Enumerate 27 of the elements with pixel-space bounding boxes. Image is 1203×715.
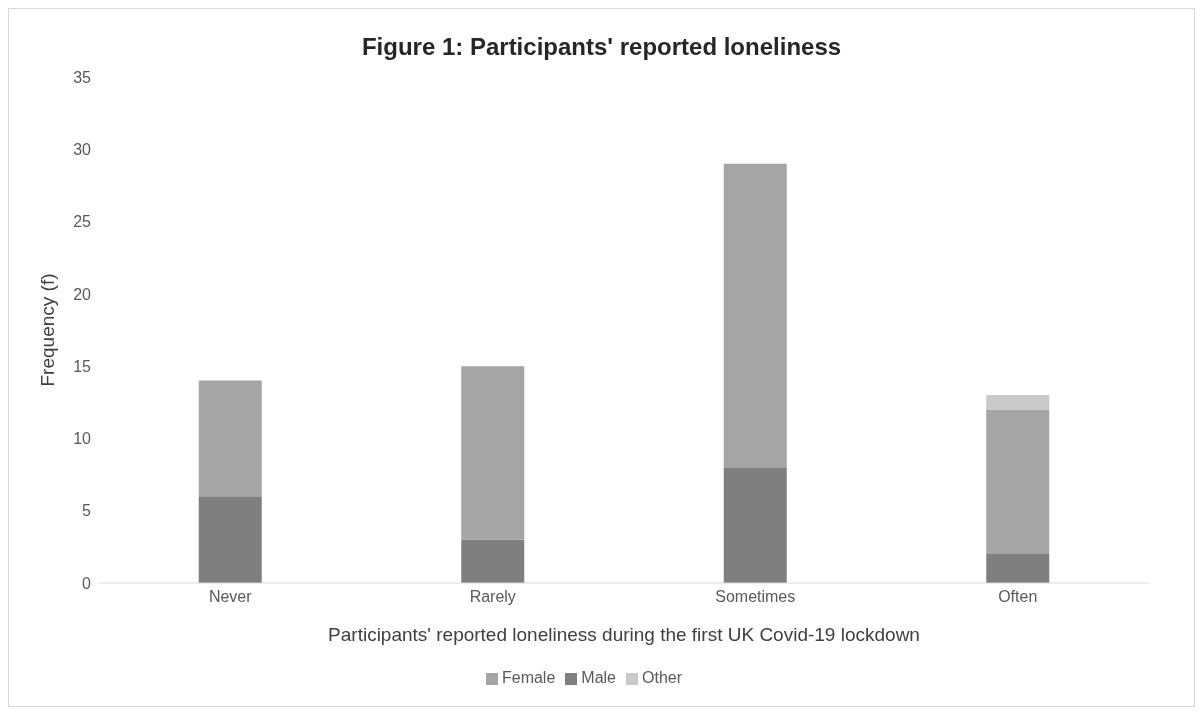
y-tick-label: 20 [73, 285, 92, 303]
y-tick-label: 30 [73, 140, 92, 158]
y-tick-label: 5 [82, 502, 92, 520]
y-tick-label: 35 [73, 68, 92, 86]
bar [723, 467, 787, 583]
y-tick-label: 15 [73, 357, 92, 375]
bar [723, 163, 787, 468]
bar [986, 395, 1050, 410]
x-axis-title: Participants' reported loneliness during the first UK Covid-19 lockdown [328, 624, 920, 645]
bar [461, 539, 525, 583]
bar [461, 366, 525, 540]
legend-label: Other [642, 669, 683, 686]
bar [986, 554, 1050, 583]
bar [986, 409, 1050, 555]
chart-title: Figure 1: Participants' reported loneliness [360, 33, 843, 62]
y-tick-label: 0 [82, 574, 92, 592]
y-tick-label: 25 [73, 213, 92, 231]
x-tick-label: Rarely [469, 588, 516, 606]
x-tick-label: Sometimes [715, 588, 796, 606]
legend-label: Female [501, 669, 556, 686]
bar [198, 380, 262, 497]
bar [198, 496, 262, 583]
legend-label: Male [581, 669, 617, 686]
x-tick-label: Often [998, 588, 1038, 606]
x-tick-label: Never [208, 588, 253, 606]
y-axis-title: Frequency (f) [36, 273, 58, 387]
y-tick-label: 10 [73, 430, 92, 448]
